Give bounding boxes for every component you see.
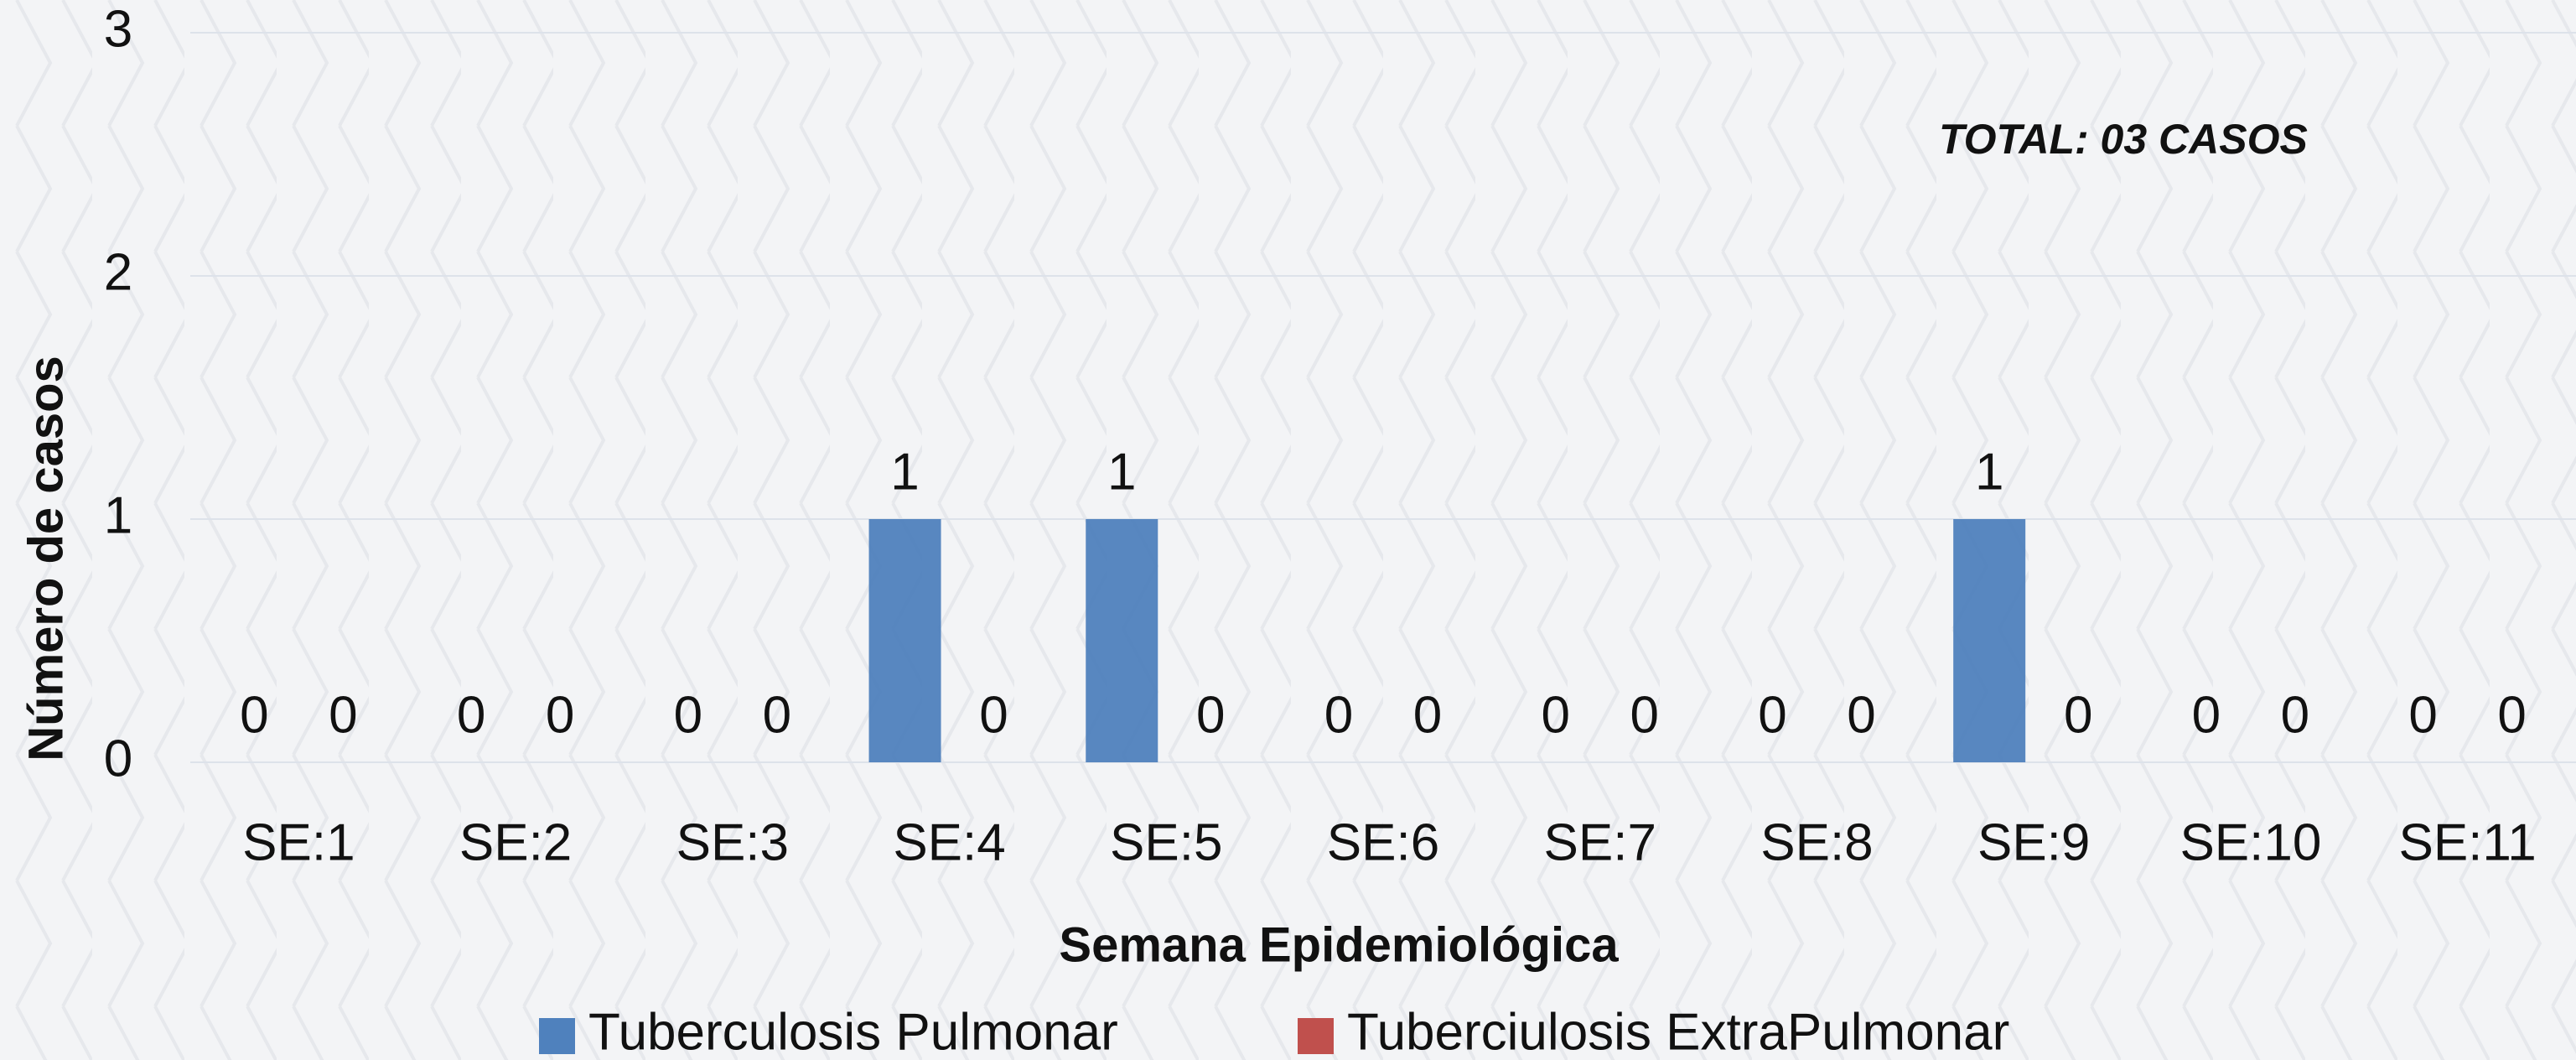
data-label: 0 <box>763 686 791 744</box>
legend-label: Tuberculosis Pulmonar <box>588 1003 1118 1060</box>
y-tick-label: 0 <box>104 730 132 787</box>
data-label: 0 <box>2497 686 2526 744</box>
data-label: 0 <box>1413 686 1442 744</box>
legend-swatch <box>539 1018 575 1054</box>
x-tick-label: SE:6 <box>1327 813 1439 871</box>
data-label: 1 <box>890 443 919 501</box>
x-tick-label: SE:10 <box>2179 813 2321 871</box>
data-label: 0 <box>674 686 702 744</box>
x-tick-label: SE:11 <box>2398 813 2536 871</box>
x-tick-label: SE:4 <box>893 813 1005 871</box>
legend-swatch <box>1298 1018 1334 1054</box>
x-tick-label: SE:3 <box>676 813 789 871</box>
bar <box>868 519 941 762</box>
x-tick-label: SE:2 <box>459 813 572 871</box>
data-label: 0 <box>1324 686 1353 744</box>
data-label: 0 <box>1541 686 1569 744</box>
x-tick-label: SE:8 <box>1760 813 1873 871</box>
data-label: 0 <box>1847 686 1875 744</box>
data-label: 0 <box>1630 686 1658 744</box>
data-label: 0 <box>2192 686 2221 744</box>
annotation: TOTAL: 03 CASOS <box>1939 116 2308 163</box>
data-label: 0 <box>457 686 485 744</box>
data-label: 0 <box>979 686 1008 744</box>
data-label: 0 <box>2064 686 2092 744</box>
data-label: 1 <box>1975 443 2003 501</box>
data-label: 0 <box>1196 686 1225 744</box>
data-label: 1 <box>1107 443 1136 501</box>
x-tick-label: SE:7 <box>1544 813 1656 871</box>
y-axis-title: Número de casos <box>18 356 73 761</box>
legend-label: Tuberciulosis ExtraPulmonar <box>1347 1003 2009 1060</box>
y-tick-label: 3 <box>104 0 132 58</box>
data-label: 0 <box>546 686 574 744</box>
y-tick-label: 1 <box>104 486 132 544</box>
x-axis-title: Semana Epidemiológica <box>1059 917 1619 972</box>
data-label: 0 <box>329 686 357 744</box>
data-label: 0 <box>2408 686 2437 744</box>
data-label: 0 <box>1758 686 1786 744</box>
x-tick-label: SE:1 <box>242 813 355 871</box>
data-label: 0 <box>2281 686 2309 744</box>
y-tick-label: 2 <box>104 243 132 301</box>
data-label: 0 <box>240 686 268 744</box>
bar <box>1953 519 2026 762</box>
x-tick-label: SE:5 <box>1110 813 1222 871</box>
x-tick-label: SE:9 <box>1977 813 2090 871</box>
bar <box>1086 519 1158 762</box>
